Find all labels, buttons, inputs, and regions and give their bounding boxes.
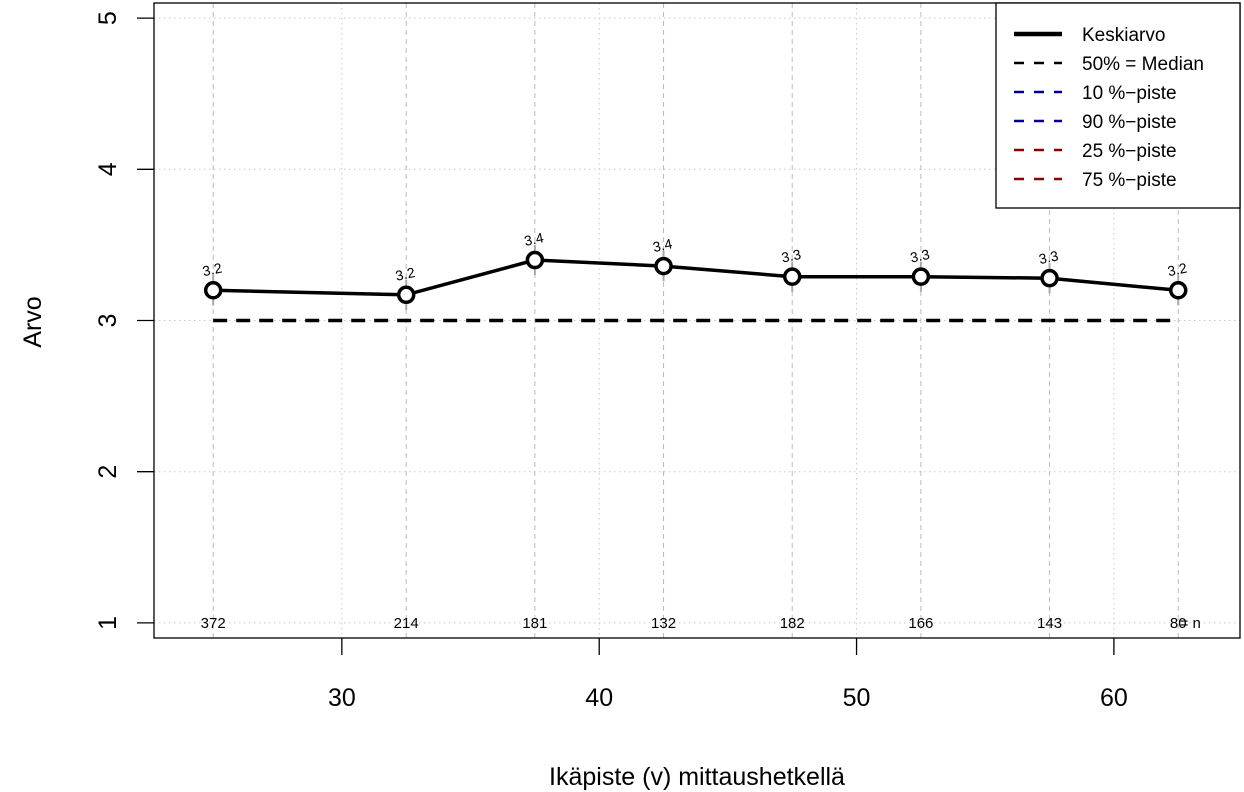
mean-point	[654, 256, 673, 276]
y-tick-label: 5	[94, 11, 122, 25]
y-tick-label: 4	[94, 162, 122, 176]
n-value-label: 166	[908, 615, 933, 632]
n-value-label: 372	[201, 615, 226, 632]
n-labels: 372 214 181 132 182 166 143 80= n	[201, 615, 1201, 632]
mean-point	[782, 267, 802, 286]
n-value-label: 143	[1037, 615, 1062, 632]
legend-label: 90 %−piste	[1082, 112, 1177, 133]
n-value-label: 80	[1170, 615, 1187, 632]
y-tick-label: 1	[94, 616, 122, 630]
point-labels: 3.2 3.2 3.4 3.4 3.3 3.3 3.3 3.2	[201, 229, 1189, 284]
series-line	[213, 258, 1179, 297]
n-value-label: 214	[394, 615, 419, 632]
legend-label: 75 %−piste	[1082, 170, 1177, 191]
point-value-label: 3.2	[394, 264, 417, 284]
legend: Keskiarvo 50% = Median 10 %−piste 90 %−pist…	[995, 2, 1241, 209]
point-value-label: 3.3	[780, 246, 803, 266]
point-value-label: 3.2	[1166, 259, 1189, 279]
mean-point	[203, 281, 223, 300]
mean-point	[525, 250, 545, 270]
legend-box	[995, 2, 1241, 209]
y-tick-label: 2	[94, 465, 122, 479]
point-value-label: 3.4	[523, 229, 546, 249]
axes: 1 2 3 4 5 30 40 50 60	[94, 11, 1128, 712]
x-axis-label: Ikäpiste (v) mittaushetkellä	[549, 763, 845, 791]
n-value-label: 132	[651, 615, 676, 632]
x-tick-label: 50	[843, 684, 871, 712]
mean-point	[396, 285, 416, 305]
legend-label: 25 %−piste	[1082, 141, 1177, 162]
mean-point	[1168, 281, 1188, 300]
legend-label: 10 %−piste	[1082, 83, 1177, 104]
mean-point	[911, 267, 931, 286]
point-value-label: 3.3	[909, 246, 932, 266]
x-tick-label: 30	[328, 684, 356, 712]
y-axis-label: Arvo	[19, 296, 47, 347]
y-tick-label: 3	[94, 314, 122, 328]
point-value-label: 3.3	[1037, 247, 1060, 267]
legend-label: 50% = Median	[1082, 54, 1204, 75]
x-tick-label: 40	[585, 684, 613, 712]
n-suffix-label: = n	[1180, 615, 1201, 632]
legend-label: Keskiarvo	[1082, 25, 1165, 46]
mean-point	[1040, 268, 1059, 288]
point-value-label: 3.2	[201, 259, 224, 279]
series-layer	[213, 258, 1179, 323]
n-value-label: 181	[522, 615, 547, 632]
points-layer	[203, 250, 1188, 305]
point-value-label: 3.4	[651, 235, 674, 255]
x-tick-label: 60	[1100, 684, 1128, 712]
n-value-label: 182	[780, 615, 805, 632]
